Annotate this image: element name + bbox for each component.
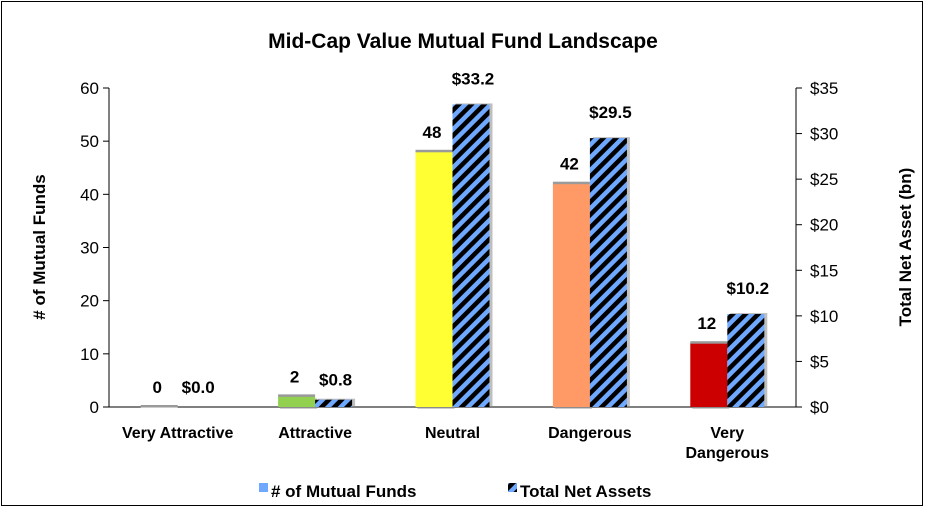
y-axis-label: # of Mutual Funds [30,174,49,319]
y2-tick-label: $20 [810,216,838,235]
bars-group: 0 $0.0 2 $0.8 48 $33.2 42 $29.5 12 $10.2 [140,69,770,409]
data-label-funds: 0 [152,378,161,397]
y2-tick-label: $35 [810,79,838,98]
x-tick-label: Very Attractive [122,425,234,442]
y-tick-label: 60 [80,79,99,98]
y2-tick-label: $0 [810,398,829,417]
data-label-assets: $29.5 [589,103,632,122]
data-label-assets: $0.8 [319,371,352,390]
data-label-funds: 2 [290,367,299,386]
data-label-assets: $10.2 [727,279,770,298]
bar-assets [727,314,765,407]
y-tick-label: 50 [80,132,99,151]
bar-funds-top-edge [690,341,728,344]
bar-funds-top-edge [415,149,453,153]
bar-funds-top-edge [278,394,316,397]
x-tick-label: Very [710,425,744,442]
right-axis: $0 $5 $10 $15 $20 $25 $30 $35 [795,79,838,417]
data-label-funds: 42 [560,155,579,174]
y-tick-label: 30 [80,239,99,258]
x-tick-label: Dangerous [686,445,770,462]
x-tick-label: Dangerous [548,425,632,442]
x-tick-label: Neutral [425,425,480,442]
bar-assets [452,104,490,408]
data-label-assets: $33.2 [452,69,495,88]
y2-tick-label: $25 [810,170,838,189]
y-tick-label: 10 [80,345,99,364]
legend-swatch-assets [508,483,517,492]
bar-funds-top-edge [552,181,590,185]
bar-funds [690,343,728,407]
y2-tick-label: $30 [810,125,838,144]
bar-assets [315,399,353,407]
chart-title: Mid-Cap Value Mutual Fund Landscape [268,30,658,53]
y2-tick-label: $5 [810,352,829,371]
y2-tick-label: $10 [810,307,838,326]
legend: # of Mutual Funds Total Net Assets [259,482,651,501]
y-tick-label: 40 [80,185,99,204]
bar-assets [589,138,627,407]
data-label-assets: $0.0 [182,378,215,397]
legend-swatch-funds [259,483,268,492]
bar-funds [552,183,590,407]
y2-axis-label: Total Net Asset (bn) [896,168,915,327]
y2-tick-label: $15 [810,261,838,280]
bar-funds [278,396,316,407]
legend-label-funds: # of Mutual Funds [271,482,416,501]
legend-label-assets: Total Net Assets [520,482,651,501]
category-labels: Very Attractive Attractive Neutral Dangerou… [122,425,769,462]
y-tick-label: 20 [80,292,99,311]
bar-funds [415,151,453,407]
y-tick-label: 0 [90,398,99,417]
bar-funds-top-edge [140,405,178,408]
x-tick-label: Attractive [278,425,352,442]
data-label-funds: 12 [697,314,716,333]
data-label-funds: 48 [423,123,442,142]
